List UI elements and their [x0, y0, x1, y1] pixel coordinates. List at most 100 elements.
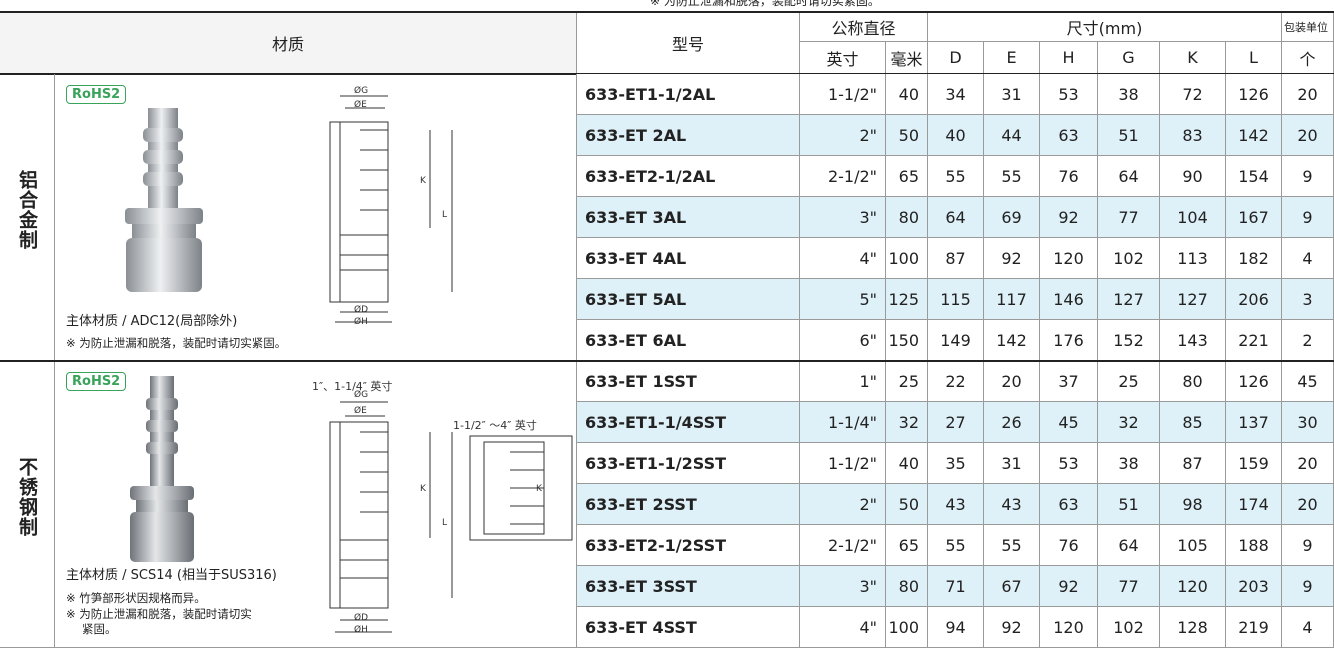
value-cell: 182 — [1226, 238, 1282, 279]
value-cell: 31 — [984, 443, 1040, 484]
value-cell: 3 — [1282, 279, 1334, 320]
value-cell: 64 — [1098, 156, 1160, 197]
value-cell: 125 — [886, 279, 928, 320]
value-cell: 150 — [886, 320, 928, 361]
value-cell: 90 — [1160, 156, 1226, 197]
value-cell: 159 — [1226, 443, 1282, 484]
value-cell: 64 — [928, 197, 984, 238]
value-cell: 2-1/2" — [800, 525, 886, 566]
value-cell: 143 — [1160, 320, 1226, 361]
value-cell: 94 — [928, 607, 984, 648]
value-cell: 27 — [928, 402, 984, 443]
header-cell: 公称直径 — [800, 12, 928, 42]
value-cell: 137 — [1226, 402, 1282, 443]
value-cell: 32 — [886, 402, 928, 443]
value-cell: 63 — [1040, 484, 1098, 525]
model-cell: 633-ET2-1/2AL — [577, 156, 800, 197]
value-cell: 9 — [1282, 525, 1334, 566]
value-cell: 31 — [984, 74, 1040, 115]
value-cell: 80 — [886, 197, 928, 238]
value-cell: 1-1/2" — [800, 74, 886, 115]
model-cell: 633-ET1-1/2SST — [577, 443, 800, 484]
value-cell: 120 — [1160, 566, 1226, 607]
model-cell: 633-ET 4SST — [577, 607, 800, 648]
value-cell: 9 — [1282, 197, 1334, 238]
model-cell: 633-ET 5AL — [577, 279, 800, 320]
model-cell: 633-ET 2AL — [577, 115, 800, 156]
header-cell: 包装单位 — [1282, 12, 1334, 42]
value-cell: 40 — [928, 115, 984, 156]
value-cell: 38 — [1098, 74, 1160, 115]
diagram-aluminum — [329, 95, 453, 323]
value-cell: 25 — [886, 361, 928, 402]
value-cell: 43 — [928, 484, 984, 525]
value-cell: 2" — [800, 484, 886, 525]
value-cell: 142 — [1226, 115, 1282, 156]
value-cell: 126 — [1226, 74, 1282, 115]
value-cell: 40 — [886, 443, 928, 484]
value-cell: 206 — [1226, 279, 1282, 320]
value-cell: 149 — [928, 320, 984, 361]
value-cell: 127 — [1160, 279, 1226, 320]
material-note: 紧固。 — [82, 622, 117, 636]
value-cell: 120 — [1040, 607, 1098, 648]
photo-aluminum — [125, 108, 203, 292]
group-label: 铝合金制 — [16, 169, 38, 250]
value-cell: 92 — [984, 238, 1040, 279]
rule — [0, 360, 1334, 362]
value-cell: 77 — [1098, 566, 1160, 607]
value-cell: 1-1/2" — [800, 443, 886, 484]
material-note: 主体材质 / SCS14 (相当于SUS316) — [66, 568, 277, 583]
image-cell — [55, 361, 577, 648]
value-cell: 152 — [1098, 320, 1160, 361]
material-note: 主体材质 / ADC12(局部除外) — [66, 314, 238, 329]
model-cell: 633-ET 4AL — [577, 238, 800, 279]
model-cell: 633-ET1-1/4SST — [577, 402, 800, 443]
value-cell: 4 — [1282, 607, 1334, 648]
photo-stainless — [130, 376, 194, 562]
diagram-label: K — [420, 484, 426, 494]
value-cell: 102 — [1098, 607, 1160, 648]
rule — [0, 11, 1334, 13]
value-cell: 117 — [984, 279, 1040, 320]
material-note: ※ 为防止泄漏和脱落，装配时请切实 — [66, 607, 252, 621]
model-cell: 633-ET 3SST — [577, 566, 800, 607]
value-cell: 3" — [800, 197, 886, 238]
value-cell: 2 — [1282, 320, 1334, 361]
value-cell: 63 — [1040, 115, 1098, 156]
value-cell: 50 — [886, 115, 928, 156]
diagram-label: L — [442, 210, 448, 220]
diagram-stainless — [329, 401, 573, 633]
value-cell: 146 — [1040, 279, 1098, 320]
value-cell: 83 — [1160, 115, 1226, 156]
value-cell: 77 — [1098, 197, 1160, 238]
value-cell: 65 — [886, 525, 928, 566]
group-label: 不锈钢制 — [16, 456, 38, 537]
value-cell: 98 — [1160, 484, 1226, 525]
value-cell: 34 — [928, 74, 984, 115]
value-cell: 35 — [928, 443, 984, 484]
group-cell — [0, 361, 55, 648]
value-cell: 30 — [1282, 402, 1334, 443]
value-cell: 55 — [984, 156, 1040, 197]
value-cell: 69 — [984, 197, 1040, 238]
top-note: ※ 为防止泄漏和脱落，装配时请切实紧固。 — [650, 0, 880, 8]
header-cell: L — [1226, 42, 1282, 74]
value-cell: 203 — [1226, 566, 1282, 607]
value-cell: 65 — [886, 156, 928, 197]
model-cell: 633-ET2-1/2SST — [577, 525, 800, 566]
material-note: ※ 竹笋部形状因规格而异。 — [66, 591, 206, 605]
value-cell: 9 — [1282, 566, 1334, 607]
value-cell: 176 — [1040, 320, 1098, 361]
value-cell: 45 — [1282, 361, 1334, 402]
diagram-label: 1-1/2″ ～4″ 英寸 — [453, 419, 537, 432]
value-cell: 105 — [1160, 525, 1226, 566]
value-cell: 55 — [984, 525, 1040, 566]
value-cell: 45 — [1040, 402, 1098, 443]
model-cell: 633-ET 2SST — [577, 484, 800, 525]
value-cell: 115 — [928, 279, 984, 320]
value-cell: 92 — [1040, 197, 1098, 238]
value-cell: 25 — [1098, 361, 1160, 402]
value-cell: 102 — [1098, 238, 1160, 279]
